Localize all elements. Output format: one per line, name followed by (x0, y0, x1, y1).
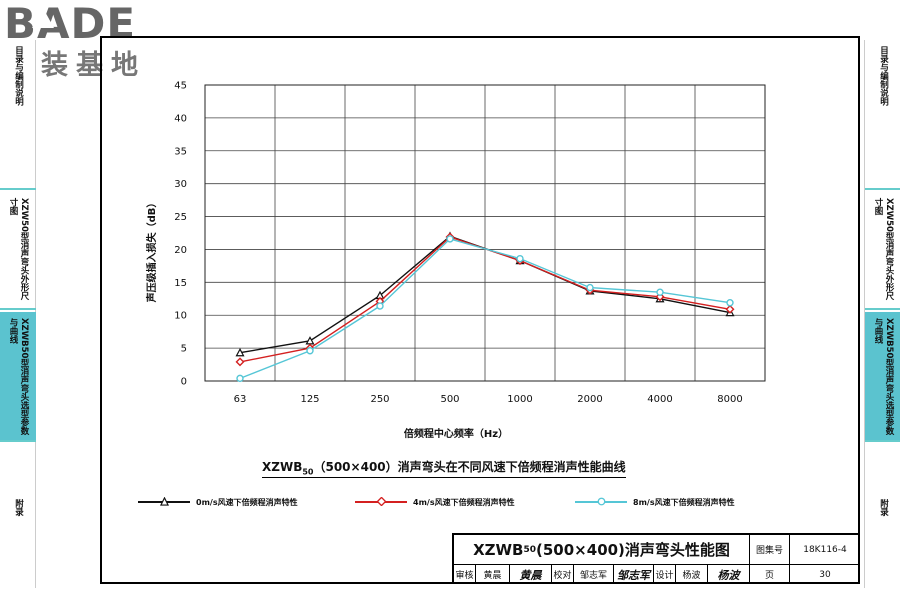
drawing-title-subscript: 50 (523, 544, 537, 555)
x-tick-label: 125 (300, 394, 319, 405)
right-tab-dimension-drawing[interactable]: XZW50型消声弯头外形尺寸图 (865, 192, 900, 310)
y-tick-label: 5 (181, 344, 187, 355)
drawing-frame (100, 36, 860, 584)
left-tab-dimension-drawing-label: XZW50型消声弯头外形尺寸图 (8, 198, 29, 300)
legend-label-8ms: 8m/s风速下倍频程消声特性 (633, 497, 735, 507)
right-tab-contents-label: 目录与编制说明 (878, 46, 889, 106)
design-name: 杨波 (676, 565, 708, 584)
x-tick-label: 2000 (577, 394, 602, 405)
right-tab-appendix-label: 附录 (878, 499, 889, 516)
right-tab-selection-curves[interactable]: XZWB50型消声弯头选型参数与曲线 (865, 312, 900, 442)
legend-item-0ms: 0m/s风速下倍频程消声特性 (138, 495, 298, 509)
legend-label-4ms: 4m/s风速下倍频程消声特性 (413, 497, 515, 507)
logo-main-text: BADE (4, 0, 137, 48)
legend-item-4ms: 4m/s风速下倍频程消声特性 (355, 495, 515, 509)
y-tick-label: 20 (174, 245, 187, 256)
caption-suffix: （500×400）消声弯头在不同风速下倍频程消声性能曲线 (313, 460, 626, 474)
y-tick-label: 40 (174, 113, 187, 124)
x-tick-label: 1000 (507, 394, 532, 405)
check-signature: 邹志军 (614, 565, 654, 584)
atlas-number: 18K116-4 (803, 544, 847, 555)
y-tick-label: 35 (174, 146, 187, 157)
x-tick-label: 250 (370, 394, 389, 405)
circle-data-point (656, 288, 664, 296)
series-line (239, 238, 731, 380)
left-tab-dimension-drawing[interactable]: XZW50型消声弯头外形尺寸图 (0, 192, 36, 310)
left-tab-selection-curves-label: XZWB50型消声弯头选型参数与曲线 (8, 318, 29, 435)
x-tick-labels: 63 125 250 500 1000 2000 4000 8000 (234, 394, 743, 405)
y-tick-label: 25 (174, 212, 187, 223)
chart-series (235, 231, 735, 383)
x-tick-label: 500 (440, 394, 459, 405)
chart-grid (204, 84, 766, 382)
left-tab-contents-label: 目录与编制说明 (13, 46, 24, 106)
legend-line-0ms (138, 497, 190, 506)
design-signature: 杨波 (708, 565, 750, 584)
x-axis-label: 倍频程中心频率（Hz） (404, 427, 508, 440)
drawing-title: XZWB 50 (500×400)消声弯头性能图 (454, 535, 750, 564)
triangle-marker-icon (160, 497, 169, 506)
y-axis-label: 声压级插入损失（dB） (145, 198, 158, 304)
circle-marker-icon (597, 497, 606, 506)
drawing-title-prefix: XZWB (473, 540, 524, 559)
design-label: 设计 (654, 565, 676, 584)
review-signature: 黄晨 (510, 565, 552, 584)
caption-prefix: XZWB (262, 460, 303, 474)
drawing-title-suffix: (500×400)消声弯头性能图 (536, 541, 730, 559)
diamond-marker-icon (377, 497, 386, 506)
y-tick-labels: 0 5 10 15 20 25 30 35 40 45 (174, 81, 187, 388)
circle-data-point (446, 235, 454, 243)
check-name: 邹志军 (574, 565, 614, 584)
diamond-data-point (235, 357, 245, 367)
right-tab-dimension-drawing-label: XZW50型消声弯头外形尺寸图 (873, 198, 894, 300)
y-tick-label: 10 (174, 311, 187, 322)
caption-subscript: 50 (302, 467, 314, 477)
review-label: 审核 (454, 565, 476, 584)
right-tab-appendix[interactable]: 附录 (865, 444, 900, 588)
legend-item-8ms: 8m/s风速下倍频程消声特性 (575, 495, 735, 509)
x-tick-label: 8000 (717, 394, 742, 405)
plot-border (204, 84, 766, 382)
y-tick-label: 0 (181, 377, 187, 388)
y-tick-label: 15 (174, 278, 187, 289)
x-tick-label: 4000 (647, 394, 672, 405)
left-tab-appendix-label: 附录 (13, 499, 24, 516)
legend-line-4ms (355, 497, 407, 506)
circle-data-point (376, 302, 384, 310)
legend-line-8ms (575, 497, 627, 506)
diamond-data-point (725, 304, 735, 314)
logo-triangle-mark (32, 8, 54, 28)
circle-data-point (726, 299, 734, 307)
atlas-number-label: 图集号 (750, 535, 790, 564)
left-tab-selection-curves[interactable]: XZWB50型消声弯头选型参数与曲线 (0, 312, 36, 442)
chart-caption: XZWB50（500×400）消声弯头在不同风速下倍频程消声性能曲线 (262, 458, 626, 479)
right-index-sidebar: 目录与编制说明 XZW50型消声弯头外形尺寸图 XZWB50型消声弯头选型参数与… (864, 40, 900, 588)
title-block-row-title: XZWB 50 (500×400)消声弯头性能图 图集号 18K116-4 (454, 535, 860, 565)
circle-data-point (306, 347, 314, 355)
circle-data-point (236, 374, 244, 383)
review-name: 黄晨 (476, 565, 510, 584)
legend-label-0ms: 0m/s风速下倍频程消声特性 (196, 497, 298, 507)
triangle-data-point (235, 347, 245, 357)
x-tick-label: 63 (234, 394, 247, 405)
left-index-sidebar: 目录与编制说明 XZW50型消声弯头外形尺寸图 XZWB50型消声弯头选型参数与… (0, 40, 36, 588)
title-block-row-signatures: 审核 黄晨 黄晨 校对 邹志军 邹志军 设计 杨波 杨波 页 30 (454, 565, 860, 584)
check-label: 校对 (552, 565, 574, 584)
circle-data-point (516, 254, 524, 263)
y-tick-label: 30 (174, 179, 187, 190)
title-block: XZWB 50 (500×400)消声弯头性能图 图集号 18K116-4 审核 黄… (452, 533, 860, 584)
right-tab-selection-curves-label: XZWB50型消声弯头选型参数与曲线 (873, 318, 894, 435)
page-number: 30 (819, 569, 831, 580)
right-tab-contents[interactable]: 目录与编制说明 (865, 40, 900, 190)
circle-data-point (586, 283, 594, 292)
left-tab-appendix[interactable]: 附录 (0, 444, 36, 588)
y-tick-label: 45 (174, 81, 187, 92)
left-tab-contents[interactable]: 目录与编制说明 (0, 40, 36, 190)
page-label: 页 (750, 565, 790, 584)
